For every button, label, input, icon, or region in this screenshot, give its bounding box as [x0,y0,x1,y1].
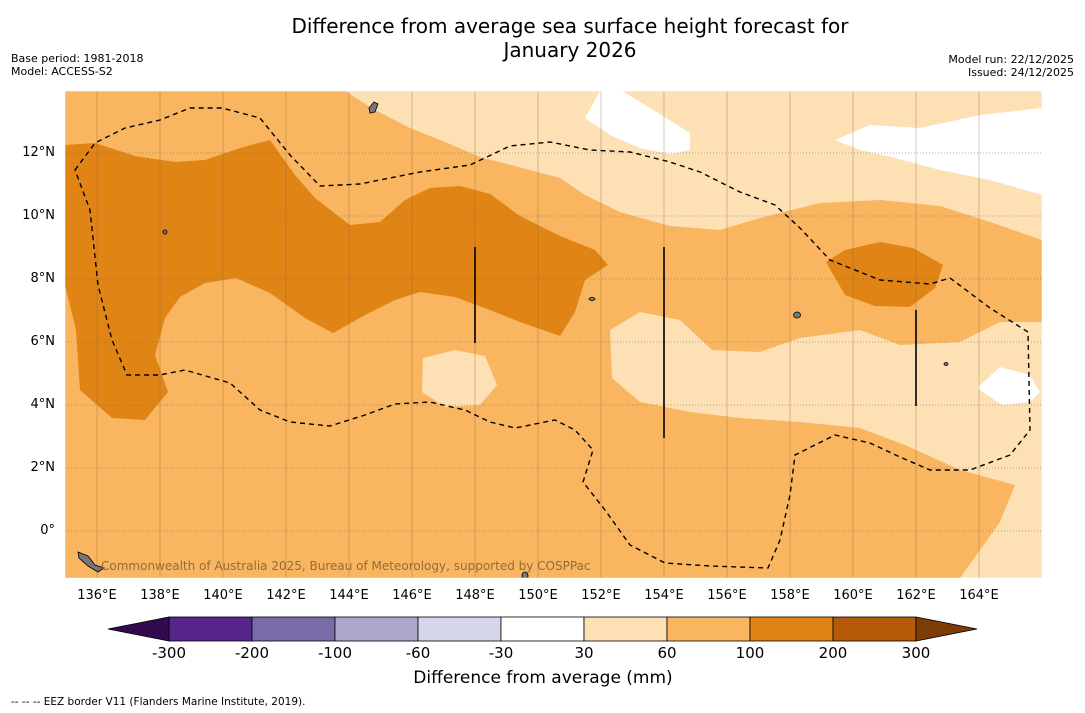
lon-label-148e: 148°E [455,588,495,603]
colorbar-segment [168,616,253,642]
lon-label-136e: 136°E [77,588,117,603]
colorbar-tick: -300 [151,644,187,662]
lon-label-158e: 158°E [770,588,810,603]
lon-label-154e: 154°E [644,588,684,603]
colorbar-segment [251,616,336,642]
eez-border [74,107,1031,569]
colorbar-tick: -200 [234,644,270,662]
lon-gridlines [96,91,980,578]
lon-label-144e: 144°E [329,588,369,603]
contour-below-30-c [977,367,1040,405]
colorbar-label: Difference from average (mm) [413,668,673,688]
lon-label-160e: 160°E [833,588,873,603]
colorbar-under-arrow [107,616,170,642]
colorbar-tick: 30 [574,644,594,662]
lon-label-152e: 152°E [581,588,621,603]
lat-label-2n: 2°N [30,460,56,475]
lon-label-146e: 146°E [392,588,432,603]
colorbar-segment [334,616,419,642]
colorbar-segment [832,616,917,642]
lat-label-12n: 12°N [22,145,55,160]
colorbar-tick: -30 [488,644,514,662]
lon-label-150e: 150°E [518,588,558,603]
lon-label-140e: 140°E [203,588,243,603]
lat-label-10n: 10°N [22,208,55,223]
issued-text: Issued: 24/12/2025 [967,66,1074,79]
lon-label-164e: 164°E [959,588,999,603]
contour-band-30-60-patch [422,350,497,407]
colorbar-segment [749,616,834,642]
colorbar-tick: 200 [818,644,848,662]
copyright-text: Commonwealth of Australia 2025, Bureau o… [101,559,591,573]
model-run-text: Model run: 22/12/2025 [948,53,1074,66]
contour-band-100-200-east [826,242,943,307]
islands [77,101,949,578]
colorbar-tick: 100 [735,644,765,662]
colorbar-over-arrow [915,616,978,642]
colorbar [107,616,978,642]
lat-label-8n: 8°N [30,271,56,286]
colorbar-segment [666,616,751,642]
colorbar-segment [583,616,668,642]
lon-label-138e: 138°E [140,588,180,603]
lon-label-162e: 162°E [896,588,936,603]
lat-label-0: 0° [40,523,55,538]
contour-band-30-60-south [610,312,1042,578]
map-contours [65,91,1042,578]
colorbar-segment [500,616,585,642]
lat-gridlines [65,152,1042,532]
metadata-right: Model run: 22/12/2025 Issued: 24/12/2025 [948,53,1074,79]
colorbar-segment [417,616,502,642]
model-text: Model: ACCESS-S2 [11,65,113,78]
chart-title: Difference from average sea surface heig… [240,14,900,62]
base-period-text: Base period: 1981-2018 [11,52,144,65]
title-line-1: Difference from average sea surface heig… [291,14,849,38]
colorbar-tick: 300 [901,644,931,662]
colorbar-tick: 60 [657,644,677,662]
map-frame [64,90,1043,579]
transect-lines [474,247,917,438]
metadata-left: Base period: 1981-2018 Model: ACCESS-S2 [11,52,143,78]
lat-label-6n: 6°N [30,334,56,349]
lon-label-142e: 142°E [266,588,306,603]
contour-band-100-200-west [65,140,608,420]
lat-label-4n: 4°N [30,397,56,412]
colorbar-tick: -60 [405,644,431,662]
footnote-eez: -- -- -- EEZ border V11 (Flanders Marine… [11,696,306,708]
lon-label-156e: 156°E [707,588,747,603]
title-line-2: January 2026 [503,38,637,62]
colorbar-tick: -100 [317,644,353,662]
contour-below-30-b [835,108,1042,195]
